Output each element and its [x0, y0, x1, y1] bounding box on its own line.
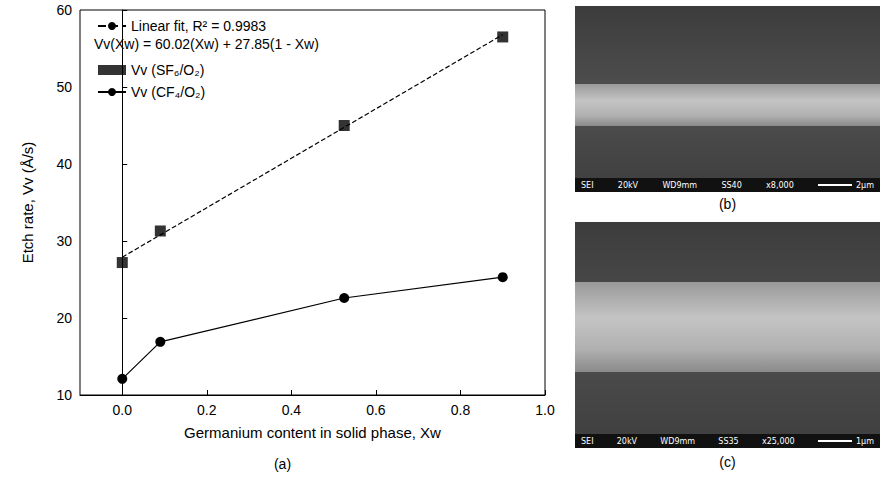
svg-text:0.4: 0.4 [282, 402, 302, 418]
svg-text:0.6: 0.6 [366, 402, 386, 418]
svg-text:Vv (CF₄/O₂): Vv (CF₄/O₂) [131, 84, 205, 100]
html-text:1µm: 1µm [856, 436, 874, 446]
html-text:(c): (c) [719, 454, 736, 470]
html-text:x8,000: x8,000 [766, 180, 794, 190]
html-text:20kV: 20kV [616, 436, 638, 446]
svg-text:60: 60 [56, 2, 72, 18]
html-text:20kV: 20kV [617, 180, 639, 190]
svg-text:0.8: 0.8 [451, 402, 471, 418]
svg-text:40: 40 [56, 156, 72, 172]
html-text:(a): (a) [273, 456, 292, 472]
svg-text:Etch rate, Vv (Å/s): Etch rate, Vv (Å/s) [19, 142, 36, 264]
svg-text:20: 20 [56, 310, 72, 326]
html-text:SS40: SS40 [721, 180, 742, 190]
svg-text:Vv(Xw) = 60.02(Xw) + 27.85(1 -: Vv(Xw) = 60.02(Xw) + 27.85(1 - Xw) [94, 36, 319, 52]
svg-text:Vv (SF₆/O₂): Vv (SF₆/O₂) [131, 62, 204, 78]
svg-text:30: 30 [56, 233, 72, 249]
html-text:SEI: SEI [581, 180, 594, 190]
html-text:SEI: SEI [581, 436, 594, 446]
html-text:(b): (b) [718, 196, 737, 212]
html-text:x25,000: x25,000 [762, 436, 795, 446]
html-text:WD9mm: WD9mm [660, 436, 696, 446]
html-text:2µm: 2µm [856, 180, 874, 190]
svg-text:0.2: 0.2 [197, 402, 217, 418]
svg-text:Linear fit, R² = 0.9983: Linear fit, R² = 0.9983 [131, 18, 266, 34]
svg-text:10: 10 [56, 387, 72, 403]
svg-text:Germanium content in solid pha: Germanium content in solid phase, Xw [184, 424, 441, 441]
html-text:WD9mm: WD9mm [662, 180, 698, 190]
html-text:SS35: SS35 [718, 436, 739, 446]
svg-text:0.0: 0.0 [113, 402, 133, 418]
svg-text:1.0: 1.0 [535, 402, 555, 418]
svg-text:50: 50 [56, 79, 72, 95]
